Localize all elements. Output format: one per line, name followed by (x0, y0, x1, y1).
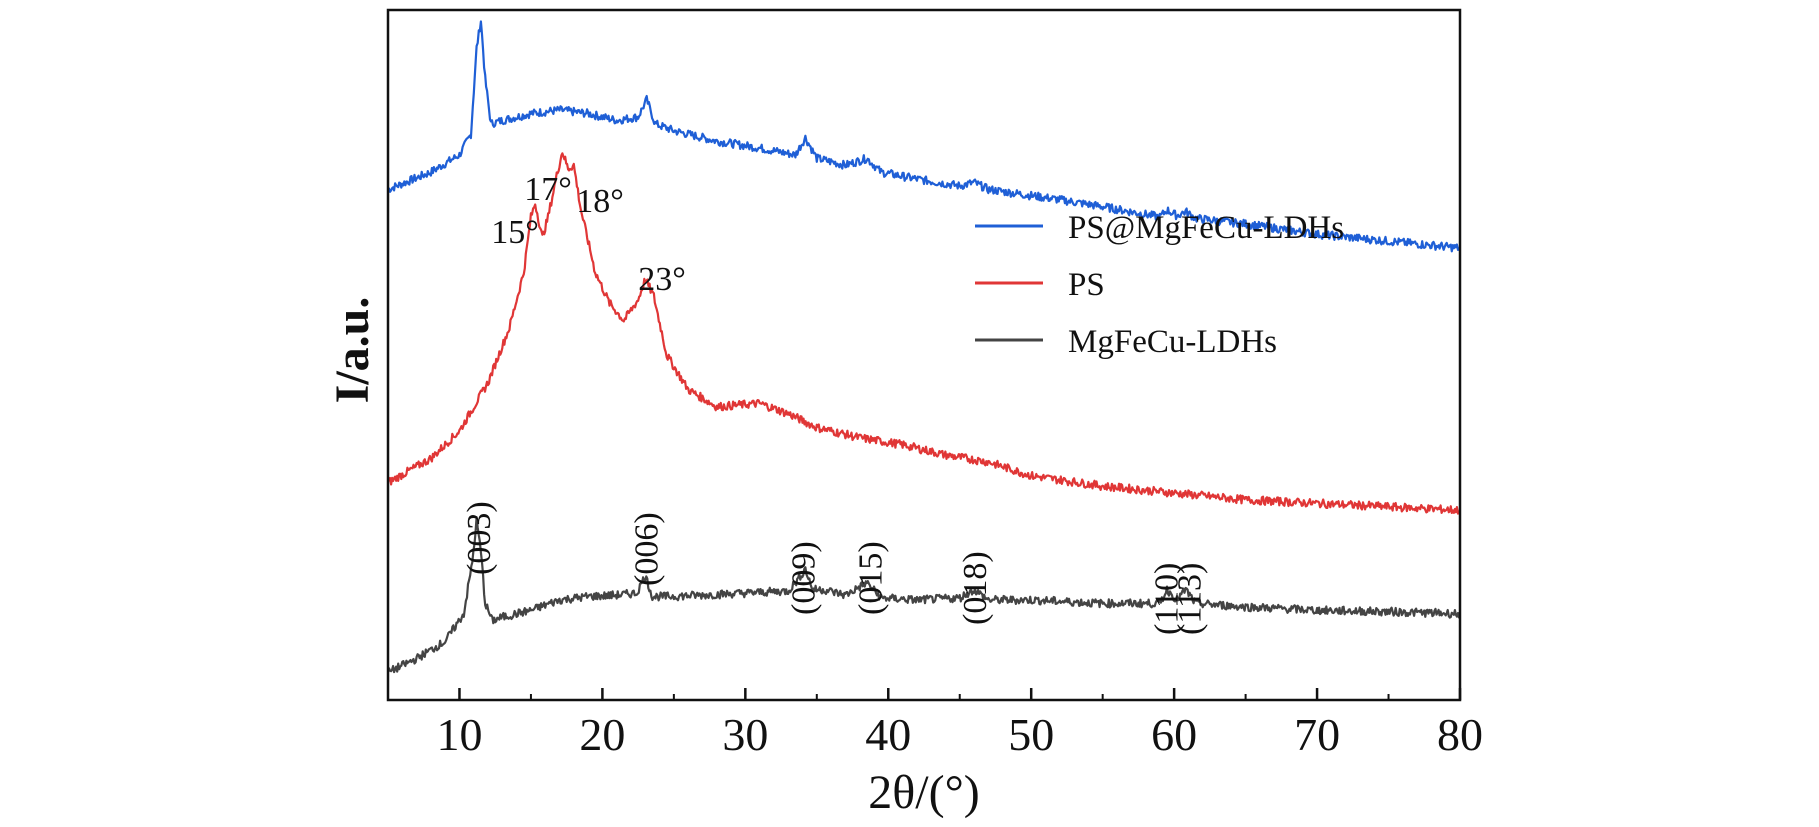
ldh-peak-label-3: (015) (853, 541, 890, 615)
series-line-2 (386, 516, 1462, 674)
x-tick-label-6: 70 (1294, 709, 1340, 760)
ps-peak-label-1: 17° (524, 171, 572, 208)
plot-frame (386, 8, 1462, 702)
x-tick-label-3: 40 (865, 709, 911, 760)
ldh-peak-label-4: (018) (957, 551, 994, 625)
series-layer (386, 20, 1462, 674)
legend-label-0: PS@MgFeCu-LDHs (1068, 210, 1344, 246)
x-tick-label-0: 10 (436, 709, 482, 760)
x-tick-label-5: 60 (1151, 709, 1197, 760)
legend-label-2: MgFeCu-LDHs (1068, 324, 1277, 360)
ldh-peak-label-1: (006) (628, 512, 665, 586)
x-tick-label-2: 30 (722, 709, 768, 760)
ldh-peak-label-2: (009) (786, 541, 823, 615)
legend: PS@MgFeCu-LDHs PS MgFeCu-LDHs (975, 210, 1344, 360)
x-axis-ticks: 10 20 30 40 50 60 70 80 (387, 688, 1483, 760)
annotation-layer: 15° 17° 18° 23° (003) (006) (009) (015) (018) (11… (461, 171, 1208, 635)
ldh-peak-label-0: (003) (461, 501, 498, 575)
ldh-peak-label-6: (113) (1171, 563, 1208, 635)
y-axis-title: I/a.u. (326, 297, 379, 404)
ps-peak-label-2: 18° (576, 183, 624, 220)
x-tick-label-7: 80 (1437, 709, 1483, 760)
series-line-0 (387, 20, 1461, 253)
ldh-peak-label-5: (110) (1149, 563, 1186, 635)
x-axis-title: 2θ/(°) (868, 766, 980, 819)
ps-peak-label-3: 23° (638, 261, 686, 298)
series-line-1 (387, 152, 1462, 515)
ps-peak-label-0: 15° (491, 214, 539, 251)
x-tick-label-1: 20 (579, 709, 625, 760)
legend-label-1: PS (1068, 267, 1105, 303)
x-tick-label-4: 50 (1008, 709, 1054, 760)
